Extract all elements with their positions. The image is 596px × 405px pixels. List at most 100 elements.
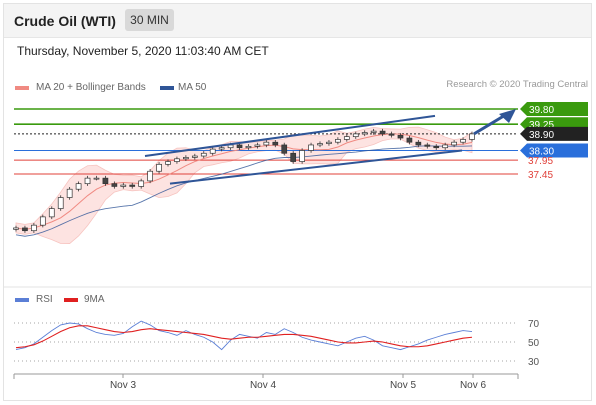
ma50-legend-label: MA 50 [178,82,207,93]
widget-header: Crude Oil (WTI) 30 MIN [4,4,591,38]
candle [48,206,55,220]
candle-body [147,170,153,182]
candle [31,222,37,233]
level-label-pivot: 38.30 [529,146,554,157]
rsi-legend-label: RSI [36,294,53,305]
ma9-legend-label: 9MA [84,294,105,305]
candle [406,135,413,145]
candle [361,130,368,137]
timeframe-badge[interactable]: 30 MIN [125,9,174,31]
x-tick-label: Nov 3 [110,380,137,391]
level-label-target: 39.80 [529,105,554,116]
level-label-support: 37.95 [528,156,553,167]
candle-body [451,141,457,146]
candle-body [397,134,404,139]
candle-body [57,197,64,209]
candle [352,131,359,139]
level-label-resistance: 39.25 [529,120,554,131]
candle [308,142,314,153]
candle [317,141,323,148]
candle-body [75,183,82,190]
candle-body [102,177,109,185]
candle-body [388,133,395,136]
level-label-support: 37.45 [528,170,553,181]
x-tick-label: Nov 4 [250,380,277,391]
candle-body [129,184,136,187]
candle [22,225,28,233]
candle-body [218,147,225,150]
candle-body [352,133,359,138]
candle-body [48,208,55,218]
candle-body [361,132,368,135]
forecast-arrowhead [499,109,516,123]
ma20-legend-label: MA 20 + Bollinger Bands [36,82,146,93]
candle-body [263,141,270,146]
candle [272,139,279,148]
candle [200,151,207,159]
instrument-title: Crude Oil (WTI) [14,13,116,29]
candle [343,134,350,142]
candle-body [236,144,243,149]
candle-body [379,130,386,135]
candle-body [335,139,341,143]
candle [254,142,261,149]
candle [183,155,189,161]
candle-body [254,144,261,147]
ma9-legend-swatch [64,298,78,302]
candle-body [272,141,279,146]
candle [129,182,136,189]
candle [281,142,288,156]
candle [397,133,404,141]
candle-body [406,137,413,143]
candle [469,131,475,142]
candle-body [433,145,440,149]
candle [93,175,100,181]
ma50-legend-swatch [160,86,174,90]
candle-body [209,148,216,154]
candle [102,175,109,186]
candle-body [93,177,100,180]
candle [147,169,153,184]
candle-body [326,141,332,144]
candle-body [343,136,350,140]
level-tag-last_price [520,126,588,141]
candle [370,128,377,135]
timestamp: Thursday, November 5, 2020 11:03:40 AM C… [17,44,269,58]
candle [75,181,82,192]
candle [388,131,395,138]
candle [299,148,305,164]
candle-body [39,216,46,226]
candle [174,156,180,164]
ma9-line [15,325,473,349]
candle [326,139,332,146]
candle [111,181,118,189]
candle-body [370,130,377,133]
candle-body [442,144,449,149]
candle-body [281,144,288,154]
ma20-line [15,133,473,230]
candle [263,139,270,148]
candle [442,142,449,150]
research-credit: Research © 2020 Trading Central [446,79,588,90]
candle [424,142,431,149]
candle-body [469,133,475,140]
candle [57,195,64,211]
candle-body [66,188,73,198]
candle-body [111,183,118,187]
rsi-tick-label: 50 [528,338,540,349]
candle [66,187,73,200]
candle-body [317,143,323,146]
candle [451,139,457,148]
candle [218,145,225,152]
candle-body [31,224,37,232]
candle-body [13,227,19,230]
rsi-panel: 70 50 30 [4,286,591,368]
bollinger-band [15,126,473,244]
candle [120,182,127,189]
candle-body [183,157,189,160]
channel-lower [169,149,463,185]
candle-body [120,184,127,187]
level-tag-target [520,102,588,116]
candle-body [308,144,314,151]
candle [165,159,171,167]
